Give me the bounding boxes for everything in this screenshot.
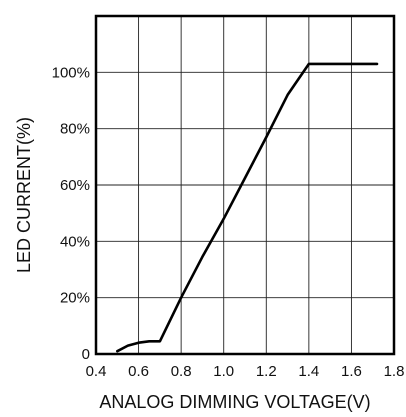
y-tick-label: 40% bbox=[60, 233, 90, 250]
x-tick-label: 1.8 bbox=[384, 363, 405, 380]
gridlines bbox=[96, 16, 394, 354]
series-line bbox=[117, 64, 377, 351]
x-axis-title: ANALOG DIMMING VOLTAGE(V) bbox=[99, 392, 370, 412]
x-tick-label: 1.4 bbox=[298, 363, 319, 380]
y-tick-label: 0 bbox=[82, 346, 90, 363]
x-tick-label: 0.8 bbox=[171, 363, 192, 380]
x-tick-label: 1.0 bbox=[213, 363, 234, 380]
y-tick-label: 20% bbox=[60, 290, 90, 307]
y-tick-label: 100% bbox=[52, 64, 90, 81]
series-layer bbox=[117, 64, 377, 351]
y-tick-labels: 0 20% 40% 60% 80% 100% bbox=[52, 64, 90, 363]
y-tick-label: 60% bbox=[60, 177, 90, 194]
y-axis-title: LED CURRENT(%) bbox=[14, 117, 34, 273]
x-tick-label: 1.6 bbox=[341, 363, 362, 380]
x-tick-label: 1.2 bbox=[256, 363, 277, 380]
x-tick-labels: 0.4 0.6 0.8 1.0 1.2 1.4 1.6 1.8 bbox=[86, 363, 405, 380]
y-tick-label: 80% bbox=[60, 121, 90, 138]
x-tick-label: 0.4 bbox=[86, 363, 107, 380]
x-tick-label: 0.6 bbox=[128, 363, 149, 380]
